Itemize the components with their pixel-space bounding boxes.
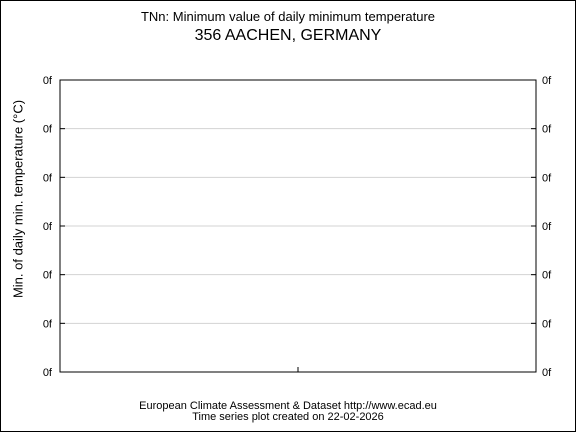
y-tick-label-left: 0f xyxy=(43,172,53,184)
y-tick-label-right: 0f xyxy=(542,270,552,282)
y-tick-label-right: 0f xyxy=(542,124,552,136)
y-axis-left: 0f 0f 0f 0f 0f 0f 0f xyxy=(43,75,65,379)
chart-title: TNn: Minimum value of daily minimum temp… xyxy=(140,9,436,24)
y-tick-label-left: 0f xyxy=(43,367,53,379)
chart-subtitle: 356 AACHEN, GERMANY xyxy=(194,27,382,44)
y-tick-label-left: 0f xyxy=(43,318,53,330)
y-tick-label-right: 0f xyxy=(542,172,552,184)
y-axis-right: 0f 0f 0f 0f 0f 0f 0f xyxy=(531,75,552,379)
y-tick-label-right: 0f xyxy=(542,318,552,330)
y-axis-label: Min. of daily min. temperature (°C) xyxy=(10,99,26,299)
grid-lines xyxy=(60,128,536,324)
y-tick-label-right: 0f xyxy=(542,221,552,233)
y-tick-label-left: 0f xyxy=(43,270,53,282)
footer-created-date: Time series plot created on 22-02-2026 xyxy=(192,411,384,423)
y-tick-label-right: 0f xyxy=(542,367,552,379)
y-tick-label-right: 0f xyxy=(542,75,552,87)
y-tick-label-left: 0f xyxy=(43,221,53,233)
footer-source: European Climate Assessment & Dataset ht… xyxy=(139,400,437,412)
y-tick-label-left: 0f xyxy=(43,124,53,136)
y-tick-label-left: 0f xyxy=(43,75,53,87)
